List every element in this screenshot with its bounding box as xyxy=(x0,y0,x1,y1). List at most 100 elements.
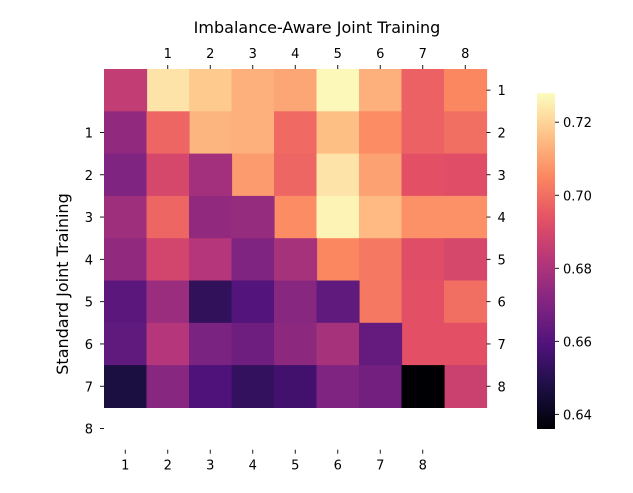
colorbar-tick-label-0: 0.64 xyxy=(563,408,592,423)
bottom-tick-label-1: 2 xyxy=(164,459,172,474)
heatmap-cell-lower-r7-c2 xyxy=(189,365,233,408)
y-axis-label: Standard Joint Training xyxy=(53,193,72,374)
heatmap-cell-upper-r3-c5 xyxy=(316,195,360,239)
heatmap-cell-lower-r4-c0 xyxy=(104,238,148,282)
heatmap-cell-upper-r3-c4 xyxy=(274,195,318,239)
heatmap-cell-upper-r0-c8 xyxy=(444,69,488,112)
heatmap-cell-lower-r3-c3 xyxy=(231,195,275,239)
heatmap-cell-lower-r2-c1 xyxy=(146,153,190,197)
bottom-tick-label-0: 1 xyxy=(121,459,129,474)
right-tick-label-3: 4 xyxy=(498,211,506,226)
right-tick-label-0: 1 xyxy=(498,84,506,99)
chart-title: Imbalance-Aware Joint Training xyxy=(194,18,441,37)
heatmap-cell-lower-r0-c0 xyxy=(104,69,148,112)
heatmap-cell-upper-r2-c7 xyxy=(401,153,445,197)
heatmap-cell-upper-r0-c6 xyxy=(359,69,403,112)
right-tick-label-5: 6 xyxy=(498,296,506,311)
heatmap-cell-upper-r1-c6 xyxy=(359,111,403,155)
heatmap-cell-upper-r2-c5 xyxy=(316,153,360,197)
heatmap-cell-lower-r6-c1 xyxy=(146,322,190,366)
top-tick-label-0: 1 xyxy=(164,47,172,62)
right-tick-label-6: 7 xyxy=(498,338,506,353)
heatmap-cell-upper-r4-c5 xyxy=(316,238,360,282)
heatmap-cell-upper-r1-c4 xyxy=(274,111,318,155)
bottom-tick-label-2: 3 xyxy=(206,459,214,474)
heatmap-cell-upper-r0-c2 xyxy=(189,69,233,112)
colorbar-tick-label-4: 0.72 xyxy=(563,116,592,131)
heatmap-cell-lower-r4-c4 xyxy=(274,238,318,282)
colorbar-tick-label-3: 0.70 xyxy=(563,189,592,204)
heatmap-cell-upper-r2-c3 xyxy=(231,153,275,197)
heatmap-cell-lower-r6-c2 xyxy=(189,322,233,366)
heatmap-cell-lower-r6-c5 xyxy=(316,322,360,366)
axis-ticks: 1 2 3 4 5 6 7 8 1 2 3 4 5 6 7 8 1 2 3 4 5 6 7 8 1 2 3 4 5 6 7 8 xyxy=(85,47,506,474)
right-tick-label-1: 2 xyxy=(498,126,506,141)
heatmap-cell-lower-r6-c3 xyxy=(231,322,275,366)
heatmap-cell-lower-r5-c2 xyxy=(189,280,233,324)
bottom-tick-label-7: 8 xyxy=(419,459,427,474)
heatmap-cell-lower-r1-c0 xyxy=(104,111,148,155)
bottom-tick-label-5: 6 xyxy=(334,459,342,474)
heatmap-cell-lower-r6-c4 xyxy=(274,322,318,366)
heatmap-cell-lower-r5-c4 xyxy=(274,280,318,324)
heatmap-cell-upper-r1-c2 xyxy=(189,111,233,155)
heatmap-cell-lower-r7-c1 xyxy=(146,365,190,408)
bottom-tick-label-4: 5 xyxy=(291,459,299,474)
heatmap-cell-lower-r6-c6 xyxy=(359,322,403,366)
heatmap-cell-upper-r6-c7 xyxy=(401,322,445,366)
top-tick-label-2: 3 xyxy=(249,47,257,62)
heatmap-cell-lower-r3-c2 xyxy=(189,195,233,239)
heatmap-cell-lower-r2-c0 xyxy=(104,153,148,197)
bottom-tick-label-6: 7 xyxy=(376,459,384,474)
right-tick-label-2: 3 xyxy=(498,169,506,184)
heatmap-cell-lower-r7-c5 xyxy=(316,365,360,408)
heatmap-cell-lower-r7-c4 xyxy=(274,365,318,408)
heatmap-cell-upper-r2-c6 xyxy=(359,153,403,197)
heatmap-cells xyxy=(104,69,488,408)
heatmap-cell-upper-r3-c6 xyxy=(359,195,403,239)
heatmap-cell-lower-r4-c3 xyxy=(231,238,275,282)
heatmap-cell-upper-r3-c7 xyxy=(401,195,445,239)
colorbar-gradient xyxy=(537,93,555,429)
heatmap-cell-lower-r2-c2 xyxy=(189,153,233,197)
top-tick-label-3: 4 xyxy=(291,47,299,62)
heatmap-cell-upper-r3-c8 xyxy=(444,195,488,239)
top-tick-label-6: 7 xyxy=(419,47,427,62)
heatmap-cell-upper-r4-c8 xyxy=(444,238,488,282)
left-tick-label-5: 6 xyxy=(85,338,93,353)
right-tick-label-7: 8 xyxy=(498,380,506,395)
heatmap-cell-lower-r5-c1 xyxy=(146,280,190,324)
top-tick-label-1: 2 xyxy=(206,47,214,62)
heatmap-cell-upper-r6-c8 xyxy=(444,322,488,366)
heatmap-cell-upper-r7-c8 xyxy=(444,365,488,408)
heatmap-cell-upper-r0-c3 xyxy=(231,69,275,112)
left-tick-label-3: 4 xyxy=(85,253,93,268)
heatmap-cell-lower-r7-c3 xyxy=(231,365,275,408)
left-tick-label-1: 2 xyxy=(85,169,93,184)
heatmap-cell-upper-r0-c7 xyxy=(401,69,445,112)
heatmap-cell-upper-r1-c3 xyxy=(231,111,275,155)
heatmap-cell-upper-r4-c6 xyxy=(359,238,403,282)
heatmap-cell-lower-r7-c6 xyxy=(359,365,403,408)
heatmap-cell-lower-r4-c1 xyxy=(146,238,190,282)
left-tick-label-7: 8 xyxy=(85,423,93,438)
heatmap-cell-upper-r5-c7 xyxy=(401,280,445,324)
heatmap-cell-upper-r4-c7 xyxy=(401,238,445,282)
right-tick-label-4: 5 xyxy=(498,253,506,268)
heatmap-cell-upper-r0-c4 xyxy=(274,69,318,112)
colorbar-tick-label-1: 0.66 xyxy=(563,335,592,350)
colorbar: 0.64 0.66 0.68 0.70 0.72 xyxy=(537,93,592,429)
colorbar-tick-label-2: 0.68 xyxy=(563,262,592,277)
heatmap-cell-lower-r7-c7 xyxy=(401,365,445,408)
heatmap-cell-lower-r7-c0 xyxy=(104,365,148,408)
heatmap-cell-lower-r3-c0 xyxy=(104,195,148,239)
top-tick-label-7: 8 xyxy=(461,47,469,62)
heatmap-cell-lower-r6-c0 xyxy=(104,322,148,366)
left-tick-label-0: 1 xyxy=(85,126,93,141)
left-tick-label-6: 7 xyxy=(85,380,93,395)
heatmap-cell-upper-r5-c8 xyxy=(444,280,488,324)
top-tick-label-5: 6 xyxy=(376,47,384,62)
heatmap-cell-upper-r2-c8 xyxy=(444,153,488,197)
top-tick-label-4: 5 xyxy=(334,47,342,62)
